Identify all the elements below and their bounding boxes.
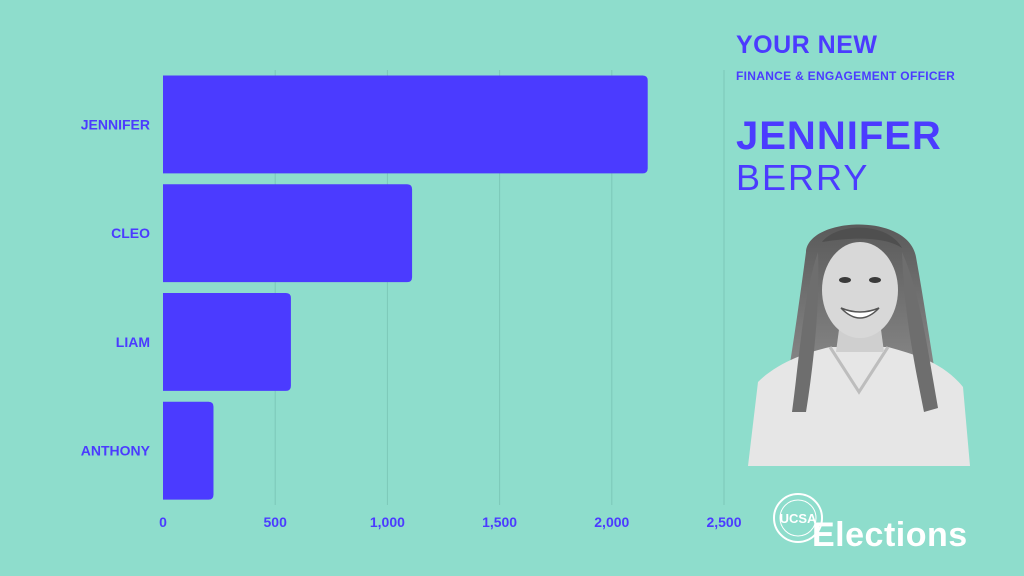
winner-last-name: BERRY bbox=[736, 157, 870, 198]
seal-text: UCSA bbox=[780, 511, 817, 526]
winner-panel: YOUR NEW FINANCE & ENGAGEMENT OFFICER JE… bbox=[736, 28, 1016, 198]
x-tick-label: 0 bbox=[159, 514, 167, 530]
winner-photo bbox=[748, 212, 970, 466]
logo-text: Elections bbox=[812, 516, 968, 554]
bar-liam bbox=[163, 292, 291, 391]
x-tick-label: 1,000 bbox=[370, 514, 405, 530]
x-tick-label: 1,500 bbox=[482, 514, 517, 530]
elections-logo: UCSA Elections bbox=[770, 490, 1010, 560]
category-label: CLEO bbox=[111, 225, 150, 241]
bar-anthony bbox=[163, 401, 214, 500]
category-label: LIAM bbox=[116, 334, 150, 350]
x-tick-labels: 0 500 1,000 1,500 2,000 2,500 bbox=[159, 514, 742, 530]
bar-jennifer bbox=[163, 75, 648, 174]
category-labels: JENNIFER CLEO LIAM ANTHONY bbox=[81, 116, 151, 458]
ucsa-seal-icon: UCSA bbox=[773, 493, 823, 543]
category-label: JENNIFER bbox=[81, 116, 150, 132]
category-label: ANTHONY bbox=[81, 443, 151, 459]
winner-first-name: JENNIFER bbox=[736, 114, 942, 158]
bars bbox=[163, 75, 648, 500]
role-title: FINANCE & ENGAGEMENT OFFICER bbox=[736, 69, 956, 83]
x-tick-label: 2,000 bbox=[594, 514, 629, 530]
bar-cleo bbox=[163, 184, 413, 283]
panel-heading: YOUR NEW bbox=[736, 31, 878, 59]
x-tick-label: 2,500 bbox=[706, 514, 741, 530]
x-tick-label: 500 bbox=[264, 514, 288, 530]
